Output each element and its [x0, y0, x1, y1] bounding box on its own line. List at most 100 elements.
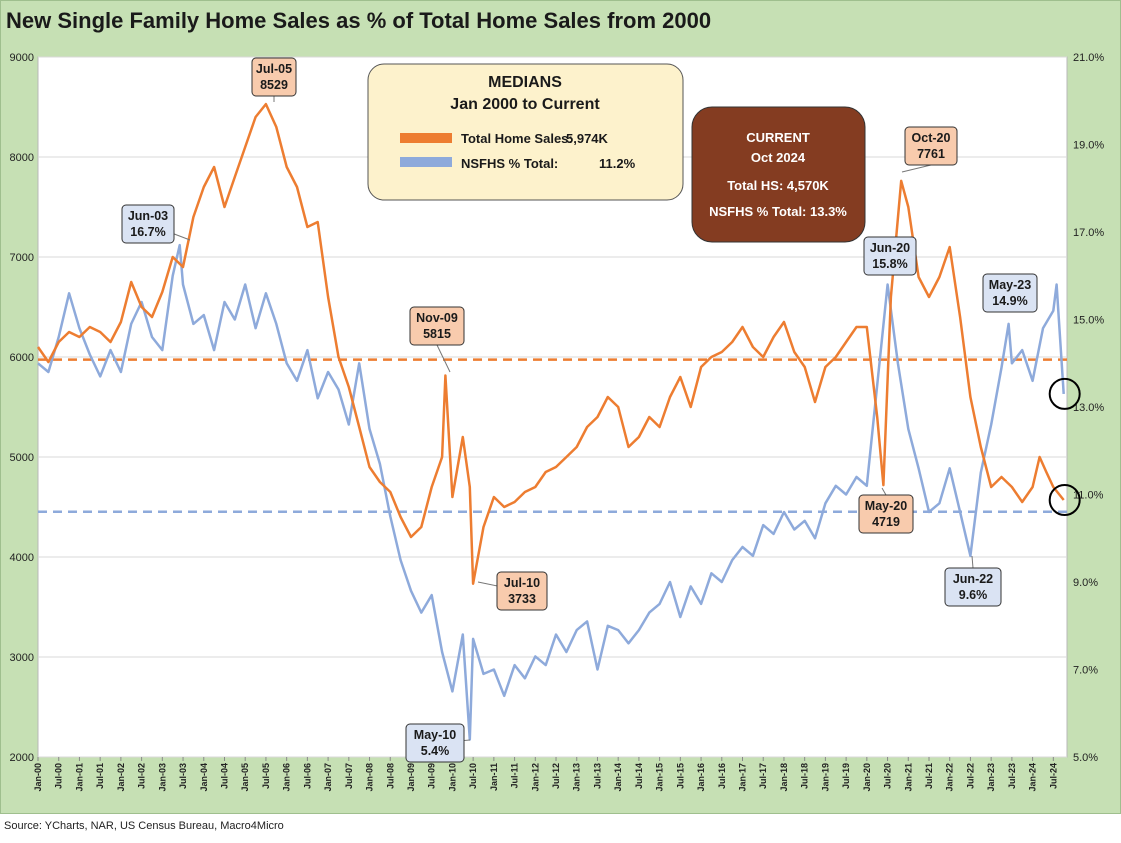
x-tick-label: Jul-08	[385, 763, 395, 789]
x-tick-label: Jul-19	[841, 763, 851, 789]
y-right-tick-label: 5.0%	[1073, 752, 1098, 764]
callout-jul10: Jul-10 3733	[496, 571, 548, 611]
current-title: CURRENT	[746, 130, 810, 145]
y-left-tick-label: 9000	[10, 52, 34, 64]
y-right-tick-label: 7.0%	[1073, 665, 1098, 677]
source-note: Source: YCharts, NAR, US Census Bureau, …	[4, 820, 284, 832]
callout-may10: May-10 5.4%	[405, 723, 465, 763]
legend-swatch-total-sales	[400, 133, 452, 143]
current-marker-nsfhs	[1048, 377, 1081, 410]
x-tick-label: Jan-10	[447, 763, 457, 792]
x-tick-label: Jul-12	[551, 763, 561, 789]
current-total-hs: Total HS: 4,570K	[727, 178, 829, 193]
x-tick-label: Jul-24	[1048, 763, 1058, 789]
callout-box	[904, 126, 958, 166]
callout-jul05: Jul-05 8529	[251, 57, 297, 97]
callout-box	[409, 306, 465, 346]
x-tick-label: Jan-02	[116, 763, 126, 792]
current-subtitle: Oct 2024	[751, 150, 806, 165]
callout-leader	[901, 164, 932, 173]
callout-nov09: Nov-09 5815	[409, 306, 465, 346]
x-tick-label: Jan-00	[33, 763, 43, 792]
callout-may23: May-23 14.9%	[982, 273, 1038, 313]
y-left-tick-label: 3000	[10, 652, 34, 664]
y-left-tick-label: 2000	[10, 752, 34, 764]
y-right-tick-label: 11.0%	[1073, 490, 1104, 502]
current-box: CURRENT Oct 2024 Total HS: 4,570K NSFHS …	[691, 106, 866, 243]
x-tick-label: Jan-21	[903, 763, 913, 792]
x-tick-label: Jul-20	[883, 763, 893, 789]
callout-value: 5.4%	[421, 744, 450, 758]
x-axis: Jan-00 Jul-00 Jan-01 Jul-01 Jan-02 Jul-02 Jan-…	[33, 757, 1058, 792]
callout-value: 4719	[872, 515, 900, 529]
x-tick-label: Jul-02	[137, 763, 147, 789]
y-right-tick-label: 19.0%	[1073, 140, 1104, 152]
x-tick-label: Jul-09	[427, 763, 437, 789]
x-tick-label: Jan-04	[199, 763, 209, 792]
callout-value: 15.8%	[872, 257, 907, 271]
x-tick-label: Jul-10	[468, 763, 478, 789]
chart-svg: 2000 3000 4000 5000 6000 7000 8000 9000 5.0% 7.0…	[10, 52, 1105, 792]
x-tick-label: Jan-05	[240, 763, 250, 792]
callout-oct20: Oct-20 7761	[904, 126, 958, 166]
x-tick-label: Jan-19	[820, 763, 830, 792]
callout-value: 16.7%	[130, 225, 165, 239]
y-left-tick-label: 8000	[10, 152, 34, 164]
callout-leader	[971, 555, 974, 569]
x-tick-label: Jul-03	[178, 763, 188, 789]
current-markers	[1048, 377, 1081, 516]
x-tick-label: Jul-00	[54, 763, 64, 789]
x-tick-label: Jul-06	[302, 763, 312, 789]
x-tick-label: Jan-01	[74, 763, 84, 792]
x-tick-label: Jul-17	[758, 763, 768, 789]
x-tick-label: Jan-06	[282, 763, 292, 792]
callout-label: Jun-20	[870, 241, 910, 255]
legend-value-nsfhs: 11.2%	[599, 156, 636, 171]
medians-box: MEDIANS Jan 2000 to Current Total Home S…	[367, 63, 684, 201]
x-tick-label: Jul-13	[592, 763, 602, 789]
callout-label: May-10	[414, 728, 456, 742]
series-line-nsfhs	[37, 243, 1065, 741]
y-left-tick-label: 6000	[10, 352, 34, 364]
x-tick-label: Jan-03	[157, 763, 167, 792]
current-nsfhs: NSFHS % Total: 13.3%	[709, 204, 847, 219]
medians-subtitle: Jan 2000 to Current	[450, 96, 600, 113]
callout-label: Jul-05	[256, 62, 292, 76]
x-tick-label: Jan-07	[323, 763, 333, 792]
legend-label-total-sales: Total Home Sales:	[461, 131, 573, 146]
legend-label-nsfhs: NSFHS % Total:	[461, 156, 558, 171]
callout-box	[405, 723, 465, 763]
page-title: New Single Family Home Sales as % of Tot…	[6, 8, 712, 33]
x-tick-label: Jan-22	[945, 763, 955, 792]
x-tick-label: Jul-22	[965, 763, 975, 789]
x-tick-label: Jul-11	[510, 763, 520, 789]
series-line-total-sales	[36, 102, 1065, 585]
current-marker-total-sales	[1048, 484, 1081, 516]
callout-jun20: Jun-20 15.8%	[863, 236, 917, 276]
x-tick-label: Jan-08	[365, 763, 375, 792]
callout-box	[863, 236, 917, 276]
x-tick-label: Jan-24	[1028, 763, 1038, 792]
y-right-tick-label: 15.0%	[1073, 315, 1104, 327]
callout-label: Jun-22	[953, 572, 993, 586]
x-tick-label: Jul-07	[344, 763, 354, 789]
x-tick-label: Jan-16	[696, 763, 706, 792]
x-tick-label: Jul-15	[675, 763, 685, 789]
x-tick-label: Jul-04	[219, 763, 229, 789]
y-left-tick-label: 4000	[10, 552, 34, 564]
x-tick-label: Jan-11	[489, 763, 499, 791]
legend-swatch-nsfhs	[400, 157, 452, 167]
y-right-tick-label: 9.0%	[1073, 577, 1098, 589]
x-tick-label: Jul-05	[261, 763, 271, 789]
callout-jun22: Jun-22 9.6%	[944, 567, 1002, 607]
x-tick-label: Jan-23	[986, 763, 996, 792]
x-tick-label: Jul-18	[800, 763, 810, 789]
x-tick-label: Jul-21	[924, 763, 934, 789]
callout-may20: May-20 4719	[858, 494, 914, 534]
callout-jun03: Jun-03 16.7%	[121, 204, 175, 244]
x-tick-label: Jul-01	[95, 763, 105, 789]
y-left-tick-label: 5000	[10, 452, 34, 464]
callout-box	[982, 273, 1038, 313]
x-tick-label: Jan-17	[738, 763, 748, 792]
y-axis-left: 2000 3000 4000 5000 6000 7000 8000 9000	[10, 52, 34, 764]
